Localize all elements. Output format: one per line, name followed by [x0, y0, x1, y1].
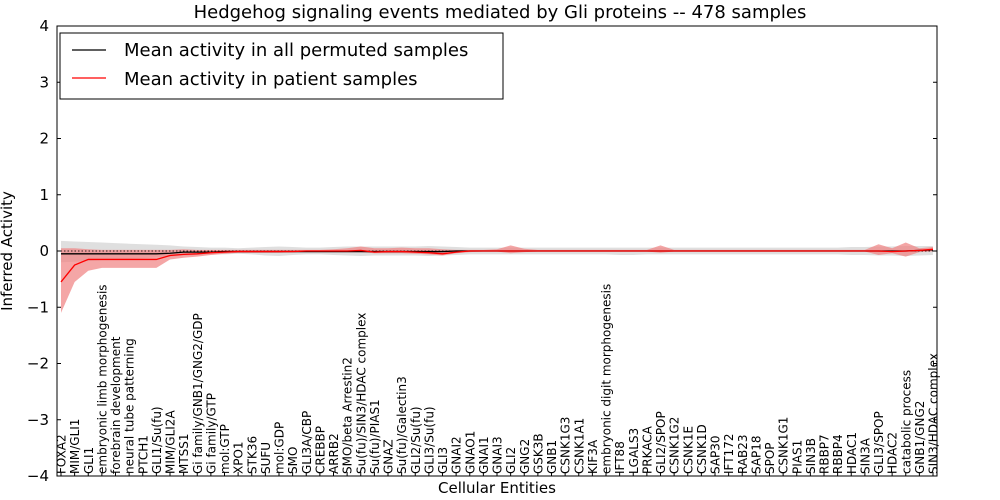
x-tick-label: SMO/beta Arrestin2 [341, 357, 355, 474]
x-tick-label: GLI3/Su(fu) [422, 406, 436, 474]
x-tick-label: SIN3B [804, 438, 818, 474]
legend-label-patient: Mean activity in patient samples [124, 69, 418, 90]
legend-box [59, 32, 504, 100]
x-tick-label: GNG2 [518, 439, 532, 474]
x-tick-label: GLI3 [436, 447, 450, 474]
x-tick-label: GNAZ [382, 439, 396, 474]
y-tick-label: −4 [27, 467, 49, 485]
x-tick-label: GNAI1 [477, 436, 491, 474]
x-tick-label: XPO1 [232, 441, 246, 474]
x-tick-label: MTSS1 [177, 433, 191, 474]
y-tick-label: 2 [39, 130, 49, 148]
y-tick-label: 1 [39, 186, 49, 204]
x-tick-label: HDAC1 [845, 432, 859, 474]
x-tick-label: Su(fu)/SIN3/HDAC complex [354, 313, 368, 474]
y-tick-label: 4 [39, 17, 49, 35]
x-tick-label: GLI3/SPOP [872, 411, 886, 474]
x-tick-label: RAB23 [736, 434, 750, 474]
x-tick-label: CSNK1G3 [559, 417, 573, 474]
x-tick-label: MIM/GLI2A [164, 410, 178, 474]
x-tick-label: CSNK1E [681, 426, 695, 474]
y-tick-label: −2 [27, 355, 49, 373]
y-axis: −4 −3 −2 −1 0 1 2 3 4 [27, 17, 937, 485]
x-tick-label: mol:GTP [218, 424, 232, 474]
x-tick-label: GLI2 [504, 447, 518, 474]
series-layer [60, 248, 934, 283]
x-tick-label: RBBP7 [818, 434, 832, 474]
x-tick-label: CSNK1G2 [668, 417, 682, 474]
y-axis-label: Inferred Activity [0, 191, 16, 311]
x-tick-label: CSNK1A1 [572, 418, 586, 474]
x-tick-label: MIM/GLI1 [68, 419, 82, 474]
x-tick-label: LGALS3 [627, 428, 641, 474]
x-tick-label: GNB1 [545, 440, 559, 474]
x-tick-label: CREBBP [313, 426, 327, 474]
x-tick-label: Su(fu)/Galectin3 [395, 376, 409, 474]
x-tick-label: mol:GDP [273, 422, 287, 474]
y-tick-label: 3 [39, 73, 49, 91]
x-tick-label: PRKACA [640, 425, 654, 474]
x-tick-label: GLI2/SPOP [654, 411, 668, 474]
x-tick-label: Su(fu)/PIAS1 [368, 399, 382, 474]
x-tick-label: Gi family/GTP [204, 393, 218, 474]
x-tick-label: RBBP4 [831, 434, 845, 474]
x-tick-label: GLI1/Su(fu) [150, 406, 164, 474]
x-tick-label: STK36 [245, 436, 259, 474]
y-tick-label: 0 [39, 242, 49, 260]
x-tick-label: embryonic digit morphogenesis [600, 284, 614, 474]
y-tick-label: −3 [27, 411, 49, 429]
x-tick-label: IFT172 [722, 434, 736, 474]
x-tick-label: PIAS1 [790, 440, 804, 474]
x-tick-label: CSNK1G1 [777, 417, 791, 474]
legend-label-permuted: Mean activity in all permuted samples [124, 40, 468, 61]
x-axis: FOXA2 MIM/GLI1 GLI1 embryonic limb morphoge… [55, 284, 941, 476]
x-axis-label: Cellular Entities [438, 479, 556, 497]
x-tick-label: FOXA2 [55, 434, 69, 474]
chart-title: Hedgehog signaling events mediated by Gl… [194, 2, 807, 23]
x-tick-label: GNAI3 [491, 436, 505, 474]
x-tick-label: ARRB2 [327, 433, 341, 474]
x-tick-label: SIN3/HDAC complex [927, 353, 941, 474]
x-tick-label: IFT88 [613, 441, 627, 474]
x-tick-label: GNB1/GNG2 [913, 401, 927, 474]
x-tick-label: HDAC2 [886, 432, 900, 474]
x-tick-label: SAP18 [749, 435, 763, 474]
x-tick-label: GLI1 [82, 447, 96, 474]
x-tick-label: CSNK1D [695, 424, 709, 474]
x-tick-label: embryonic limb morphogenesis [95, 284, 109, 474]
y-tick-label: −1 [27, 298, 49, 316]
x-tick-label: GSK3B [531, 433, 545, 474]
x-tick-label: GNAI2 [450, 436, 464, 474]
x-tick-label: neural tube patterning [123, 338, 137, 474]
x-tick-label: SAP30 [709, 435, 723, 474]
x-tick-label: GNAO1 [463, 431, 477, 474]
x-tick-label: KIF3A [586, 439, 600, 474]
x-tick-label: GLI2/Su(fu) [409, 406, 423, 474]
x-tick-label: PTCH1 [136, 435, 150, 474]
x-tick-label: Gi family/GNB1/GNG2/GDP [191, 313, 205, 474]
series-line-patient [60, 248, 934, 283]
x-tick-label: SMO [286, 447, 300, 474]
x-tick-label: GLI3A/CBP [300, 411, 314, 474]
x-tick-label: SUFU [259, 442, 273, 474]
x-tick-label: SPOP [763, 442, 777, 474]
legend: Mean activity in all permuted samples Me… [59, 32, 504, 100]
x-tick-label: catabolic process [899, 370, 913, 474]
x-tick-label: forebrain development [109, 336, 123, 474]
x-tick-label: SIN3A [858, 437, 872, 474]
